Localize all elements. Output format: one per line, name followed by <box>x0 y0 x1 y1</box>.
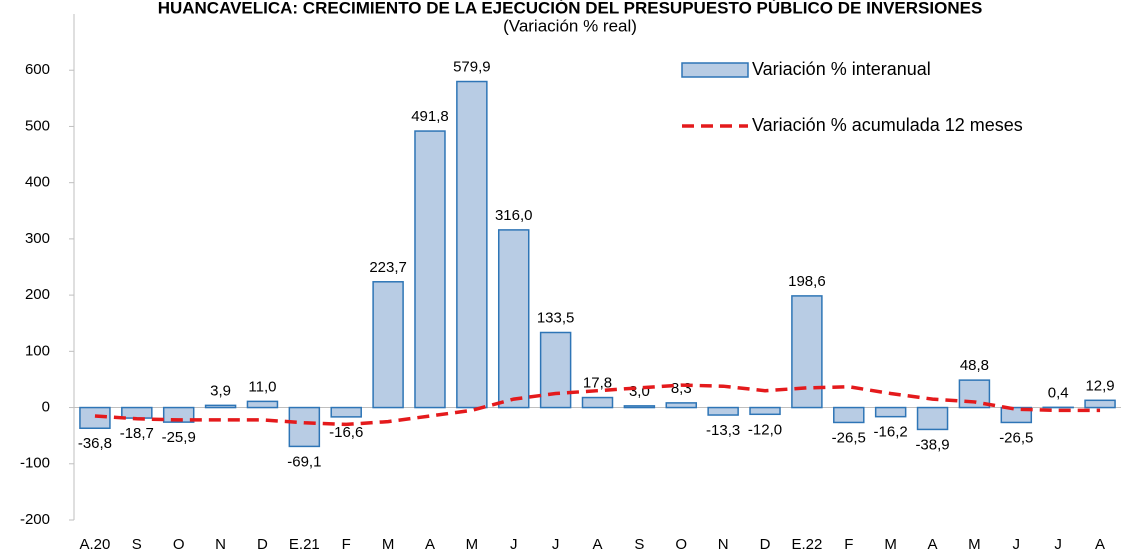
data-label: 316,0 <box>495 207 533 224</box>
x-tick-label: M <box>382 536 395 553</box>
bar <box>791 295 823 409</box>
bar <box>707 406 739 416</box>
data-label: 198,6 <box>788 273 826 290</box>
chart-title: HUANCAVELICA: CRECIMIENTO DE LA EJECUCIÓ… <box>158 0 983 17</box>
data-label: -13,3 <box>706 422 740 439</box>
x-tick-label: A <box>1095 536 1105 553</box>
bar <box>121 406 153 419</box>
data-label: -26,5 <box>832 429 866 446</box>
y-tick-label: 100 <box>25 342 50 359</box>
x-tick-label: O <box>173 536 185 553</box>
x-tick-label: D <box>760 536 771 553</box>
y-tick-label: 300 <box>25 230 50 247</box>
x-tick-label: F <box>844 536 853 553</box>
data-label: 17,8 <box>583 375 612 392</box>
y-tick-label: 500 <box>25 117 50 134</box>
data-label: -16,6 <box>329 424 363 441</box>
data-label: 8,3 <box>671 380 692 397</box>
x-tick-label: A.20 <box>80 536 111 553</box>
bar <box>372 281 404 409</box>
x-tick-label: O <box>675 536 687 553</box>
bar <box>749 406 781 416</box>
data-label: -69,1 <box>287 453 321 470</box>
data-label: -26,5 <box>999 429 1033 446</box>
data-label: -12,0 <box>748 421 782 438</box>
data-label: 48,8 <box>960 357 989 374</box>
data-label: 579,9 <box>453 58 491 75</box>
y-tick-label: 200 <box>25 286 50 303</box>
bar <box>665 402 698 409</box>
bar <box>1000 406 1033 424</box>
x-tick-label: F <box>342 536 351 553</box>
bar <box>330 406 362 418</box>
data-label: -25,9 <box>162 429 196 446</box>
data-label: 223,7 <box>369 259 407 276</box>
data-label: 11,0 <box>248 378 276 395</box>
legend-label: Variación % interanual <box>752 59 931 79</box>
data-label: -16,2 <box>874 424 908 441</box>
x-tick-label: D <box>257 536 268 553</box>
data-label: -36,8 <box>78 435 112 452</box>
data-label: 3,0 <box>629 383 650 400</box>
bar <box>288 406 321 448</box>
data-label: -18,7 <box>120 425 154 442</box>
bar <box>833 406 865 424</box>
bar <box>246 400 279 409</box>
x-tick-label: J <box>1054 536 1062 553</box>
x-tick-label: J <box>510 536 518 553</box>
legend-swatch <box>681 62 749 78</box>
x-tick-label: M <box>884 536 897 553</box>
x-tick-label: A <box>425 536 435 553</box>
bar <box>456 80 488 409</box>
bar <box>497 229 530 409</box>
x-tick-label: E.21 <box>289 536 320 553</box>
data-label: 12,9 <box>1085 377 1114 394</box>
bar <box>204 404 237 409</box>
x-tick-label: M <box>466 536 479 553</box>
x-tick-label: A <box>592 536 602 553</box>
x-tick-label: S <box>634 536 644 553</box>
x-tick-label: J <box>552 536 560 553</box>
y-tick-label: 0 <box>42 399 50 416</box>
bar <box>623 405 656 409</box>
bar <box>414 130 446 409</box>
bar <box>874 406 907 418</box>
x-tick-label: N <box>215 536 226 553</box>
y-tick-label: 600 <box>25 61 50 78</box>
x-tick-label: A <box>928 536 938 553</box>
data-label: -38,9 <box>915 436 949 453</box>
bar <box>1084 399 1116 409</box>
x-tick-label: E.22 <box>791 536 822 553</box>
x-tick-label: M <box>968 536 981 553</box>
line <box>94 383 1101 427</box>
data-label: 3,9 <box>210 382 231 399</box>
y-tick-label: -200 <box>20 511 50 528</box>
x-tick-label: J <box>1013 536 1021 553</box>
legend-label: Variación % acumulada 12 meses <box>752 115 1023 135</box>
bar <box>581 396 614 409</box>
data-label: 0,4 <box>1048 384 1069 401</box>
bar <box>79 406 111 429</box>
x-tick-label: S <box>132 536 142 553</box>
chart-subtitle: (Variación % real) <box>503 16 637 35</box>
y-tick-label: 400 <box>25 174 50 191</box>
x-tick-label: N <box>718 536 729 553</box>
data-label: 491,8 <box>411 108 449 125</box>
bar <box>539 331 572 409</box>
data-label: 133,5 <box>537 309 575 326</box>
y-tick-label: -100 <box>20 455 50 472</box>
bar <box>916 406 949 431</box>
